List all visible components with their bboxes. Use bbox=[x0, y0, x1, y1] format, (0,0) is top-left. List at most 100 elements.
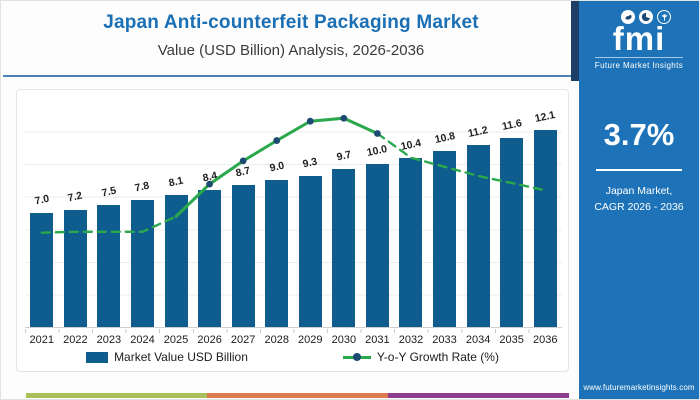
header-divider bbox=[3, 75, 579, 77]
bar-2031 bbox=[365, 164, 389, 327]
bar-value-label-2024: 7.8 bbox=[134, 179, 151, 195]
dove-icon bbox=[621, 10, 635, 24]
x-axis-labels: 2021 2022 2023 2024 2025 2026 2027 2028 2029 2030… bbox=[25, 334, 562, 346]
x-label-2029: 2029 bbox=[298, 334, 323, 346]
x-label-2030: 2030 bbox=[331, 334, 357, 346]
footer-strip-purple bbox=[388, 393, 569, 398]
cagr-label-line2: CAGR 2026 - 2036 bbox=[594, 201, 684, 214]
bar-slot-2030: 9.7 bbox=[327, 100, 361, 327]
x-label-2024: 2024 bbox=[130, 334, 155, 346]
bar-slot-2033: 10.8 bbox=[428, 100, 462, 327]
x-label-2036: 2036 bbox=[532, 334, 558, 346]
bar-slot-2022: 7.2 bbox=[59, 100, 93, 327]
header: Japan Anti-counterfeit Packaging Market … bbox=[1, 1, 581, 59]
bar-slot-2028: 9.0 bbox=[260, 100, 294, 327]
line-legend-marker-dot bbox=[352, 353, 361, 361]
bar-2036 bbox=[533, 129, 557, 327]
bar-2035 bbox=[500, 138, 524, 327]
line-legend-swatch bbox=[342, 353, 371, 361]
bar-slot-2026: 8.4 bbox=[193, 100, 227, 327]
bar-2029 bbox=[298, 175, 322, 327]
fmi-logo: fmi Future Market Insights bbox=[579, 10, 699, 73]
bar-value-label-2027: 8.7 bbox=[234, 164, 252, 180]
bar-2025 bbox=[164, 195, 188, 327]
bar-slot-2021: 7.0 bbox=[25, 100, 59, 327]
bar-value-label-2034: 11.2 bbox=[467, 123, 490, 140]
bar-value-label-2029: 9.3 bbox=[301, 155, 319, 170]
x-label-2021: 2021 bbox=[29, 334, 55, 346]
bar-legend-swatch bbox=[86, 351, 109, 363]
bar-2034 bbox=[466, 144, 490, 327]
bar-2032 bbox=[399, 157, 423, 327]
navy-accent-bar bbox=[571, 1, 581, 81]
line-legend-label: Y-o-Y Growth Rate (%) bbox=[376, 350, 499, 364]
bar-slot-2027: 8.7 bbox=[226, 100, 260, 327]
legend-item-bar: Market Value USD Billion bbox=[86, 350, 248, 364]
bar-slot-2036: 12.1 bbox=[528, 100, 562, 327]
website-url: www.futuremarketinsights.com bbox=[583, 383, 695, 392]
bar-legend-label: Market Value USD Billion bbox=[114, 350, 248, 364]
x-label-2025: 2025 bbox=[163, 334, 189, 346]
bar-slot-2023: 7.5 bbox=[92, 100, 126, 327]
cagr-label: Japan Market, CAGR 2026 - 2036 bbox=[579, 183, 699, 216]
bar-value-label-2023: 7.5 bbox=[100, 184, 118, 200]
bar-slot-2029: 9.3 bbox=[294, 100, 328, 327]
bar-slot-2024: 7.8 bbox=[126, 100, 160, 327]
legend-item-line: Y-o-Y Growth Rate (%) bbox=[342, 350, 499, 364]
bar-value-label-2028: 9.0 bbox=[268, 160, 286, 175]
bar-value-label-2025: 8.1 bbox=[167, 174, 185, 190]
chart-card: 7.0 7.2 7.5 7.8 8.1 8.4 8.7 9.0 9.3 9.7 10.0 10.4 10… bbox=[16, 89, 569, 372]
bar-value-label-2021: 7.0 bbox=[33, 192, 51, 208]
x-label-2033: 2033 bbox=[432, 334, 457, 346]
stat-divider bbox=[596, 169, 682, 172]
footer-strip-orange bbox=[207, 393, 388, 398]
bar-2027 bbox=[231, 185, 255, 327]
person-icon bbox=[657, 10, 671, 24]
x-label-2034: 2034 bbox=[465, 334, 491, 346]
chart-section: Japan Anti-counterfeit Packaging Market … bbox=[1, 1, 581, 399]
cagr-value: 3.7% bbox=[603, 117, 675, 153]
bar-slot-2031: 10.0 bbox=[361, 100, 395, 327]
brand-sidebar: fmi Future Market Insights 3.7% Japan Ma… bbox=[579, 1, 699, 399]
bar-value-label-2032: 10.4 bbox=[399, 136, 423, 153]
cagr-label-line1: Japan Market, bbox=[605, 185, 673, 198]
bar-2023 bbox=[97, 204, 121, 327]
bar-2021 bbox=[30, 213, 54, 327]
bar-2033 bbox=[433, 151, 457, 327]
plot-slots: 7.0 7.2 7.5 7.8 8.1 8.4 8.7 9.0 9.3 9.7 10.0 10.4 10… bbox=[25, 100, 562, 328]
page-subtitle: Value (USD Billion) Analysis, 2026-2036 bbox=[157, 42, 425, 59]
bar-slot-2034: 11.2 bbox=[461, 100, 495, 327]
x-label-2032: 2032 bbox=[398, 334, 424, 346]
bar-slot-2035: 11.6 bbox=[495, 100, 529, 327]
bar-2024 bbox=[130, 199, 154, 327]
footer-color-strip bbox=[26, 393, 569, 398]
x-label-2023: 2023 bbox=[96, 334, 122, 346]
x-label-2022: 2022 bbox=[63, 334, 88, 346]
footer-strip-green bbox=[26, 393, 207, 398]
bar-value-label-2035: 11.6 bbox=[500, 117, 523, 134]
bar-value-label-2033: 10.8 bbox=[433, 130, 456, 147]
x-label-2035: 2035 bbox=[499, 334, 524, 346]
page-title: Japan Anti-counterfeit Packaging Market bbox=[103, 12, 479, 33]
bar-value-label-2022: 7.2 bbox=[66, 189, 84, 205]
legend: Market Value USD Billion Y-o-Y Growth Ra… bbox=[17, 350, 568, 364]
bar-value-label-2030: 9.7 bbox=[335, 148, 353, 164]
bar-value-label-2036: 12.1 bbox=[533, 108, 557, 125]
x-label-2028: 2028 bbox=[264, 334, 289, 346]
bar-2022 bbox=[63, 209, 87, 327]
pie-chart-icon bbox=[639, 10, 653, 24]
logo-caption: Future Market Insights bbox=[594, 57, 684, 70]
bar-slot-2032: 10.4 bbox=[394, 100, 428, 327]
logo-badges bbox=[593, 10, 699, 24]
bar-2028 bbox=[265, 180, 289, 327]
x-label-2026: 2026 bbox=[197, 334, 222, 346]
bar-value-label-2031: 10.0 bbox=[366, 143, 389, 160]
bar-slot-2025: 8.1 bbox=[159, 100, 193, 327]
x-axis-ticks bbox=[25, 329, 562, 333]
x-label-2027: 2027 bbox=[230, 334, 256, 346]
bar-2026 bbox=[198, 190, 222, 327]
x-label-2031: 2031 bbox=[365, 334, 390, 346]
bar-2030 bbox=[332, 169, 356, 327]
plot-area: 7.0 7.2 7.5 7.8 8.1 8.4 8.7 9.0 9.3 9.7 10.0 10.4 10… bbox=[25, 100, 562, 328]
